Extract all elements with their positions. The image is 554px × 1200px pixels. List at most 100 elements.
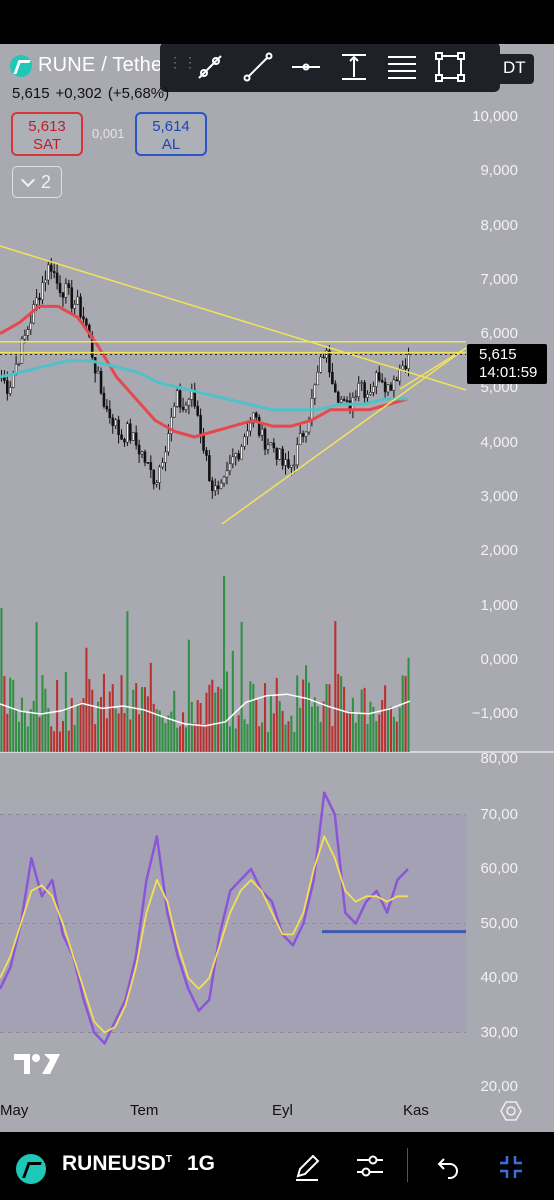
volume-bar	[375, 721, 378, 752]
last-price: 5,615	[12, 85, 50, 102]
sell-button[interactable]: 5,613 SAT	[11, 112, 83, 156]
volume-bar	[261, 722, 264, 752]
candle-body	[404, 365, 407, 370]
candle-body	[61, 292, 65, 298]
candle-body	[140, 451, 144, 455]
horizontal-line-tool-icon[interactable]	[286, 47, 326, 87]
volume-bar	[369, 701, 372, 752]
rune-coin-icon[interactable]	[16, 1154, 46, 1184]
volume-moving-average-line	[0, 693, 411, 727]
volume-bar	[29, 709, 32, 752]
sell-price: 5,613	[28, 118, 66, 135]
fib-retracement-tool-icon[interactable]	[382, 47, 422, 87]
candle-body	[17, 363, 21, 365]
chart-area[interactable]: RUNE / Tethe ⋮⋮ DT 5,615 +0,302 (+5,68%)…	[0, 44, 554, 1132]
candle-body	[322, 356, 325, 359]
volume-bar	[88, 679, 91, 752]
volume-bar	[82, 698, 85, 752]
symbol-header[interactable]: RUNE / Tethe	[10, 54, 162, 77]
candle-body	[366, 394, 369, 398]
indicator-settings-icon[interactable]	[353, 1150, 387, 1184]
volume-bar	[146, 696, 149, 752]
symbol-title-tail[interactable]: DT	[499, 54, 534, 84]
price-change-pct: (+5,68%)	[107, 85, 170, 102]
price-axis-tick: 6,000	[480, 325, 518, 342]
candle-body	[234, 453, 238, 458]
vertical-measure-tool-icon[interactable]	[334, 47, 374, 87]
volume-bar	[284, 724, 287, 752]
candle-body	[123, 438, 126, 443]
volume-bar	[258, 726, 261, 752]
volume-bar	[158, 710, 161, 752]
volume-bar	[296, 675, 299, 752]
price-axis-tick: 8,000	[480, 217, 518, 234]
ascending-trendline	[221, 347, 467, 525]
volume-bar	[305, 665, 308, 752]
volume-bar	[135, 683, 138, 752]
candle-body	[79, 296, 82, 317]
volume-bar	[44, 688, 47, 752]
candle-body	[32, 304, 35, 324]
price-axis-tick: 10,000	[472, 108, 518, 125]
volume-bar	[228, 726, 231, 752]
candle-body	[6, 380, 9, 394]
price-axis-tick: 0,000	[480, 651, 518, 668]
volume-bar	[138, 714, 141, 752]
candle-body	[67, 283, 71, 288]
volume-bar	[372, 706, 375, 752]
volume-bar	[12, 679, 15, 752]
drag-handle-icon[interactable]: ⋮⋮	[168, 54, 198, 70]
candle-body	[345, 400, 349, 402]
candle-body	[187, 399, 191, 406]
volume-bar	[340, 676, 343, 752]
candle-body	[380, 380, 384, 383]
undo-icon[interactable]	[430, 1150, 464, 1184]
symbol-title[interactable]: RUNE / Tethe	[38, 54, 163, 76]
candle-body	[172, 406, 176, 418]
buy-button[interactable]: 5,614 AL	[135, 112, 207, 156]
rectangle-tool-icon[interactable]	[430, 47, 470, 87]
candle-body	[298, 433, 302, 445]
candle-body	[199, 415, 202, 435]
trend-line-tool-icon[interactable]	[190, 47, 230, 87]
chart-canvas[interactable]	[0, 44, 554, 1132]
volume-bar	[97, 701, 100, 752]
time-axis-label: Tem	[130, 1102, 159, 1119]
candle-body	[389, 384, 393, 391]
interval-selector[interactable]: 1G	[187, 1152, 216, 1175]
drawing-toolbar[interactable]: ⋮⋮	[160, 44, 500, 92]
pencil-draw-icon[interactable]	[290, 1150, 324, 1184]
volume-bar	[202, 724, 205, 752]
volume-bar	[199, 703, 202, 752]
volume-bar	[56, 679, 59, 752]
time-axis-label: Kas	[403, 1102, 429, 1119]
rsi-line	[0, 791, 409, 1045]
fullscreen-exit-icon[interactable]	[494, 1150, 528, 1184]
volume-bar	[114, 708, 117, 752]
volume-bar	[164, 723, 167, 752]
volume-bar	[15, 708, 18, 752]
symbol-selector[interactable]: RUNEUSDT	[62, 1152, 172, 1176]
candle-body	[108, 408, 112, 419]
volume-bar	[53, 731, 56, 752]
candle-body	[82, 316, 85, 320]
volume-bar	[123, 713, 126, 752]
volume-bar	[223, 576, 226, 752]
candle-body	[316, 372, 320, 386]
rsi-ma-line	[0, 835, 408, 1034]
volume-bar	[231, 650, 234, 752]
volume-bar	[384, 685, 387, 752]
volume-bar	[346, 711, 349, 752]
candle-body	[102, 392, 106, 407]
indicators-collapse-button[interactable]: 2	[12, 166, 62, 198]
candle-body	[246, 430, 249, 438]
volume-bar	[143, 687, 146, 752]
candle-body	[70, 287, 74, 309]
candle-body	[41, 282, 44, 301]
line-tool-icon[interactable]	[238, 47, 278, 87]
volume-bar	[184, 727, 187, 752]
candle-body	[38, 297, 41, 301]
candle-body	[301, 433, 305, 437]
candle-body	[216, 485, 220, 489]
chart-settings-icon[interactable]	[500, 1100, 522, 1122]
